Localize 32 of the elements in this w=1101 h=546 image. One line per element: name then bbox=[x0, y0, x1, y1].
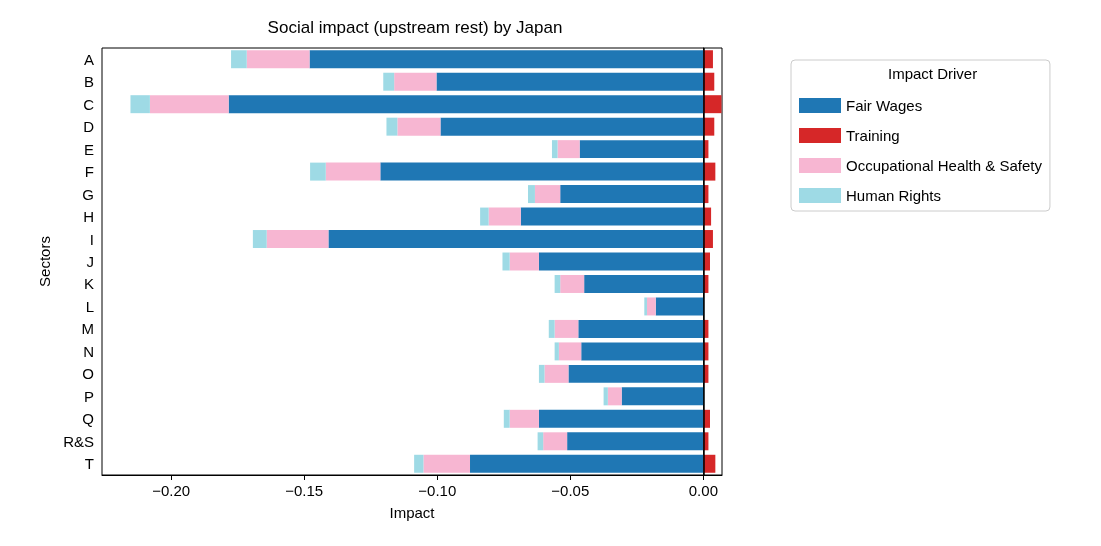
chart-title: Social impact (upstream rest) by Japan bbox=[267, 18, 563, 37]
y-tick-label: N bbox=[83, 342, 94, 360]
legend-label: Human Rights bbox=[846, 187, 942, 204]
x-axis-title: Impact bbox=[389, 504, 436, 521]
y-tick-label: E bbox=[83, 140, 94, 158]
x-tick-label: −0.20 bbox=[152, 482, 191, 499]
y-tick-label: D bbox=[83, 118, 95, 136]
y-tick-label: J bbox=[86, 253, 94, 270]
legend-title: Impact Driver bbox=[888, 65, 978, 82]
y-tick-label: A bbox=[83, 50, 94, 68]
x-tick-label: −0.05 bbox=[551, 482, 590, 499]
y-tick-label: T bbox=[84, 455, 94, 473]
y-tick-label: R&S bbox=[63, 432, 94, 450]
y-tick-label: K bbox=[83, 275, 94, 293]
y-tick-label: C bbox=[83, 95, 95, 113]
y-tick-label: M bbox=[81, 320, 94, 338]
x-tick-label: −0.10 bbox=[418, 482, 457, 499]
legend-label: Occupational Health & Safety bbox=[846, 157, 1043, 174]
y-tick-label: I bbox=[89, 230, 94, 248]
legend-label: Fair Wages bbox=[846, 97, 923, 114]
legend-label: Training bbox=[846, 127, 900, 144]
y-tick-label: F bbox=[84, 163, 94, 181]
x-tick-label: 0.00 bbox=[688, 482, 718, 499]
y-tick-label: H bbox=[83, 208, 94, 226]
x-tick-label: −0.15 bbox=[285, 482, 324, 499]
y-tick-label: P bbox=[83, 387, 94, 405]
y-tick-label: Q bbox=[82, 410, 94, 428]
y-tick-label: B bbox=[83, 73, 94, 91]
y-axis-title: Sectors bbox=[36, 236, 54, 287]
y-tick-label: L bbox=[85, 297, 94, 315]
y-tick-label: O bbox=[82, 365, 94, 383]
y-tick-label: G bbox=[82, 185, 94, 203]
